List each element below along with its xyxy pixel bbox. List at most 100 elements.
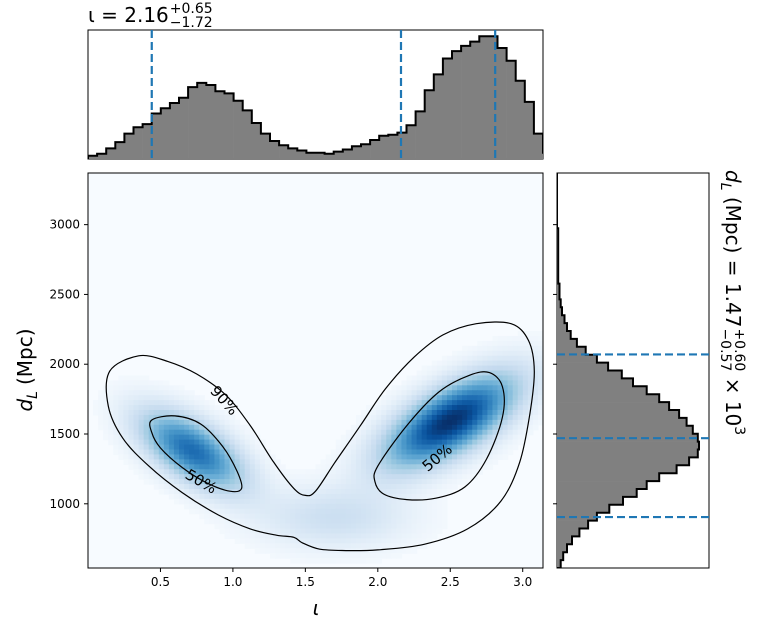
heatmap-cell xyxy=(355,454,362,460)
heatmap-cell xyxy=(179,410,185,416)
heatmap-cell xyxy=(143,454,150,460)
heatmap-cell xyxy=(204,513,210,520)
heatmap-cell xyxy=(163,410,170,416)
heatmap-cell xyxy=(527,414,534,421)
heatmap-cell xyxy=(396,434,403,441)
heatmap-cell xyxy=(153,474,160,480)
heatmap-cell xyxy=(153,449,160,456)
heatmap-cell xyxy=(350,533,357,539)
heatmap-cell xyxy=(138,454,145,460)
heatmap-cell xyxy=(290,558,296,564)
heatmap-cell xyxy=(118,439,124,446)
heatmap-cell xyxy=(401,518,408,525)
heatmap-cell xyxy=(482,464,488,470)
heatmap-cell xyxy=(457,469,463,475)
heatmap-cell xyxy=(209,459,215,465)
heatmap-cell xyxy=(477,340,483,347)
heatmap-cell xyxy=(492,355,499,362)
heatmap-cell xyxy=(406,380,413,386)
heatmap-cell xyxy=(446,380,453,386)
heatmap-cell xyxy=(315,523,322,530)
heatmap-cell xyxy=(431,414,438,421)
y-tick-label: 1500 xyxy=(49,427,80,441)
heatmap-cell xyxy=(446,459,453,465)
heatmap-cell xyxy=(381,439,387,446)
heatmap-cell xyxy=(431,395,438,401)
heatmap-cell xyxy=(396,484,403,490)
heatmap-cell xyxy=(406,429,413,436)
heatmap-cell xyxy=(446,424,453,431)
heatmap-cell xyxy=(148,419,155,426)
heatmap-cell xyxy=(158,469,165,475)
heatmap-cell xyxy=(128,444,135,451)
heatmap-cell xyxy=(123,375,130,381)
heatmap-cell xyxy=(512,375,519,381)
heatmap-cell xyxy=(366,553,372,559)
heatmap-cell xyxy=(376,523,382,530)
heatmap-cell xyxy=(113,419,119,426)
heatmap-cell xyxy=(270,459,276,465)
heatmap-cell xyxy=(467,345,473,352)
heatmap-cell xyxy=(143,419,150,426)
heatmap-cell xyxy=(436,498,443,505)
heatmap-cell xyxy=(401,493,408,500)
heatmap-cell xyxy=(426,405,433,411)
heatmap-cell xyxy=(264,489,271,495)
heatmap-cell xyxy=(335,474,342,480)
heatmap-cell xyxy=(361,464,367,470)
right-histogram-bar xyxy=(557,283,560,292)
y-tick-label: 2000 xyxy=(49,357,80,371)
heatmap-cell xyxy=(376,459,382,465)
heatmap-cell xyxy=(371,503,377,510)
heatmap-cell xyxy=(350,479,357,485)
heatmap-cell xyxy=(477,464,483,470)
heatmap-cell xyxy=(411,518,418,525)
heatmap-cell xyxy=(290,553,296,559)
heatmap-cell xyxy=(259,518,266,525)
heatmap-cell xyxy=(123,385,130,391)
heatmap-cell xyxy=(426,395,433,401)
heatmap-cell xyxy=(376,548,382,554)
heatmap-cell xyxy=(189,508,195,515)
heatmap-cell xyxy=(173,489,180,495)
heatmap-cell xyxy=(462,400,468,406)
heatmap-cell xyxy=(158,449,165,456)
heatmap-cell xyxy=(143,400,150,406)
heatmap-cell xyxy=(148,395,155,401)
heatmap-cell xyxy=(497,380,504,386)
heatmap-cell xyxy=(386,543,392,549)
heatmap-cell xyxy=(179,385,185,391)
heatmap-cell xyxy=(366,454,372,460)
heatmap-cell xyxy=(366,479,372,485)
heatmap-cell xyxy=(224,518,231,525)
heatmap-cell xyxy=(300,523,306,530)
heatmap-cell xyxy=(128,410,135,416)
heatmap-cell xyxy=(517,400,524,406)
top-histogram-outline xyxy=(88,35,543,159)
heatmap-cell xyxy=(411,395,418,401)
heatmap-cell xyxy=(219,449,226,456)
heatmap-cell xyxy=(411,400,418,406)
heatmap-cell xyxy=(381,444,387,451)
heatmap-cell xyxy=(441,469,448,475)
heatmap-cell xyxy=(148,380,155,386)
heatmap-cell xyxy=(153,419,160,426)
heatmap-cell xyxy=(391,405,397,411)
heatmap-cell xyxy=(487,434,494,441)
heatmap-cell xyxy=(517,345,524,352)
heatmap-cell xyxy=(446,464,453,470)
heatmap-cell xyxy=(497,345,504,352)
heatmap-cell xyxy=(386,518,392,525)
heatmap-cell xyxy=(108,405,114,411)
heatmap-cell xyxy=(194,484,200,490)
heatmap-cell xyxy=(396,479,403,485)
heatmap-cell xyxy=(431,493,438,500)
heatmap-cell xyxy=(300,543,306,549)
heatmap-cell xyxy=(280,503,286,510)
heatmap-cell xyxy=(285,523,291,530)
heatmap-cell xyxy=(168,424,175,431)
heatmap-cell xyxy=(376,498,382,505)
heatmap-cell xyxy=(123,395,130,401)
heatmap-cell xyxy=(492,459,499,465)
heatmap-cell xyxy=(416,493,423,500)
